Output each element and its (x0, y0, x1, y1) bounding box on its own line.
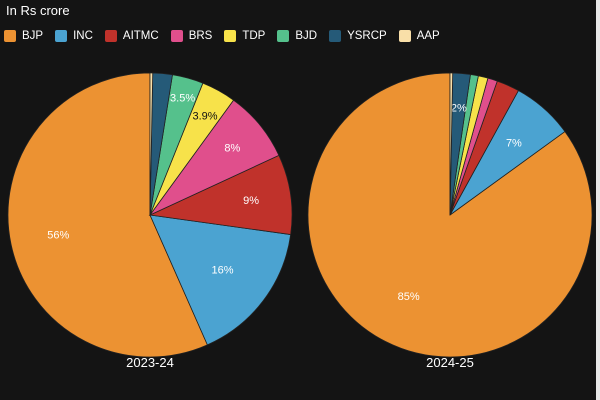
slice-label: 9% (243, 195, 259, 207)
legend-swatch (398, 30, 411, 42)
legend-swatch (55, 30, 68, 42)
legend-label: INC (73, 30, 93, 42)
legend-label: BRS (188, 30, 213, 42)
pie-1: 56% 16% 9% 8% 3.9% 3.5% (7, 72, 293, 358)
slice-label: 16% (211, 265, 233, 277)
pie-slice-aap[interactable] (449, 72, 454, 216)
chart-legend: BJP INC AITMC BRS TDP BJD YSRCP AAP (4, 28, 452, 44)
slice-label: 8% (224, 142, 240, 154)
pie-slice-inc[interactable] (149, 214, 292, 346)
legend-label: YSRCP (347, 30, 387, 42)
legend-label: TDP (242, 30, 266, 42)
legend-item-bjp[interactable]: BJP (4, 30, 43, 42)
slice-label: 2% (451, 102, 467, 114)
legend-swatch (4, 30, 16, 42)
legend-item-aap[interactable]: AAP (398, 30, 440, 42)
chart-subtitle: In Rs crore (6, 3, 70, 18)
legend-swatch (277, 30, 290, 42)
slice-label: 3.5% (170, 92, 195, 104)
legend-label: AITMC (122, 30, 159, 42)
legend-item-bjd[interactable]: BJD (277, 30, 317, 42)
pie-slice-aap[interactable] (149, 72, 154, 216)
legend-item-ysrcp[interactable]: YSRCP (329, 30, 387, 42)
legend-label: BJD (295, 30, 318, 42)
legend-item-inc[interactable]: INC (55, 30, 93, 42)
legend-item-brs[interactable]: BRS (170, 30, 213, 42)
pie-title: 2024-25 (426, 355, 474, 370)
pie-slice-bjp[interactable] (7, 72, 208, 358)
legend-swatch (329, 30, 342, 42)
legend-swatch (170, 30, 183, 42)
page-edge (596, 0, 600, 400)
slice-label: 3.9% (192, 111, 217, 123)
legend-swatch (104, 30, 117, 42)
slice-label: 56% (47, 229, 69, 241)
legend-label: AAP (416, 30, 440, 42)
pie-2: 85% 7% 2% (307, 72, 593, 358)
pie-title: 2023-24 (126, 355, 174, 370)
slice-label: 7% (506, 138, 522, 150)
slice-label: 85% (398, 291, 420, 303)
legend-item-aitmc[interactable]: AITMC (104, 30, 159, 42)
legend-swatch (224, 30, 237, 42)
pie-slice-aitmc[interactable] (148, 154, 293, 236)
legend-label: BJP (22, 30, 44, 42)
legend-item-tdp[interactable]: TDP (224, 30, 265, 42)
